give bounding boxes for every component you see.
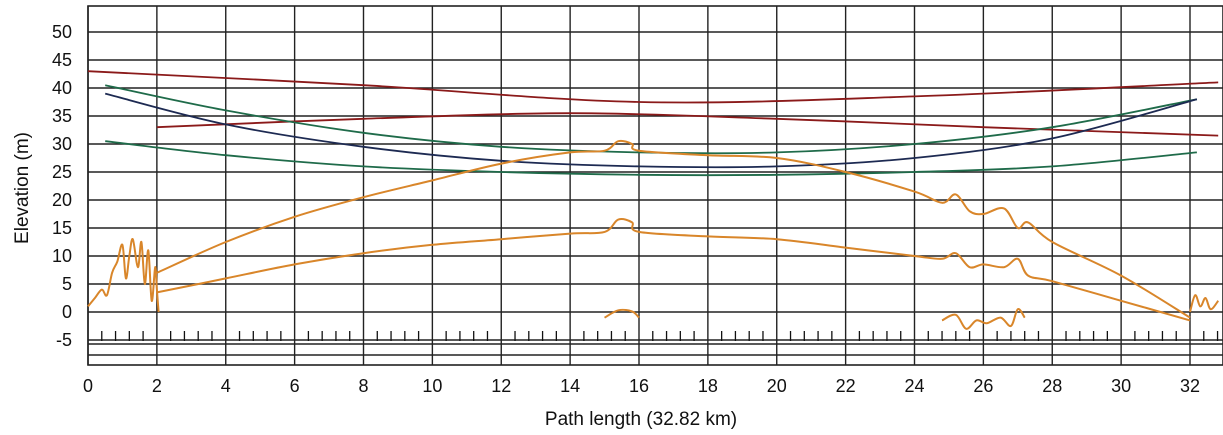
- series-terrain-bottom-right: [941, 308, 1026, 330]
- series-layer: [87, 70, 1220, 330]
- x-axis-title: Path length (32.82 km): [545, 409, 737, 430]
- x-tick-label: 22: [836, 376, 856, 396]
- y-axis-title: Elevation (m): [12, 132, 33, 244]
- series-terrain-left-cluster: [87, 238, 160, 313]
- series-terrain-right-cluster: [1189, 294, 1220, 313]
- y-tick-label: 0: [62, 302, 72, 322]
- x-tick-label: 12: [491, 376, 511, 396]
- y-tick-label: 10: [52, 246, 72, 266]
- series-ray-navy-upper: [104, 92, 1198, 169]
- frame-layer: [87, 5, 1223, 366]
- x-tick-label: 0: [83, 376, 93, 396]
- x-tick-label: 26: [973, 376, 993, 396]
- series-terrain-upper: [156, 139, 1191, 319]
- x-tick-label: 18: [698, 376, 718, 396]
- x-tick-label: 32: [1180, 376, 1200, 396]
- x-tick-label: 20: [767, 376, 787, 396]
- series-terrain-bottom: [604, 308, 640, 319]
- y-tick-label: 40: [52, 78, 72, 98]
- x-tick-label: 6: [290, 376, 300, 396]
- series-ray-green-lower: [105, 140, 1197, 177]
- grid-layer: [87, 6, 1223, 365]
- series-ray-green-upper: [105, 84, 1198, 155]
- x-tick-label: 28: [1042, 376, 1062, 396]
- x-tick-label: 8: [358, 376, 368, 396]
- series-terrain-lower: [156, 218, 1191, 322]
- y-tick-label: 25: [52, 162, 72, 182]
- x-tick-label: 2: [152, 376, 162, 396]
- series-ray-red-lower: [156, 112, 1219, 137]
- x-tick-label: 4: [221, 376, 231, 396]
- x-tick-label: 10: [422, 376, 442, 396]
- y-tick-label: 20: [52, 190, 72, 210]
- y-tick-label: 15: [52, 218, 72, 238]
- y-tick-label: 35: [52, 106, 72, 126]
- x-tick-label: 16: [629, 376, 649, 396]
- plot-frame: [87, 5, 1223, 366]
- x-tick-label: 14: [560, 376, 580, 396]
- y-tick-label: 50: [52, 22, 72, 42]
- series-ray-red-upper: [87, 70, 1219, 104]
- y-tick-label: 30: [52, 134, 72, 154]
- x-tick-label: 24: [904, 376, 924, 396]
- y-tick-label: 5: [62, 274, 72, 294]
- y-tick-label: -5: [56, 330, 72, 350]
- tick-layer: 0 2 4 6 8 10 12 14 16 18 20 22 24 26 28 30 32-5051015202…: [52, 22, 1200, 396]
- y-tick-label: 45: [52, 50, 72, 70]
- x-tick-label: 30: [1111, 376, 1131, 396]
